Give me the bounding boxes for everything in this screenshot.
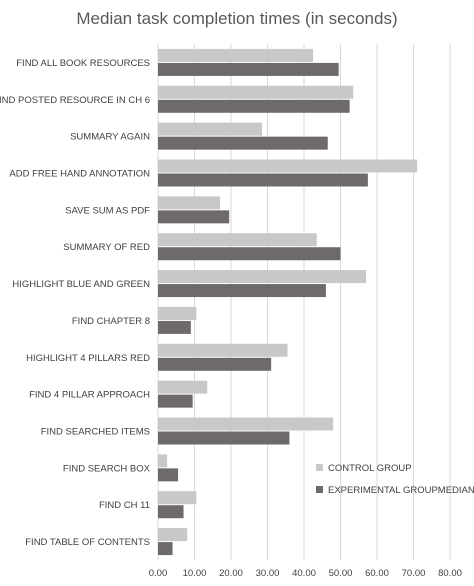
x-tick-label: 70.00 <box>402 568 426 579</box>
category-label: SAVE SUM AS PDF <box>65 205 150 216</box>
category-label: FIND POSTED RESOURCE IN CH 6 <box>0 95 150 106</box>
category-label: FIND CH 11 <box>99 500 150 511</box>
bar-experimental <box>158 542 173 556</box>
category-label: FIND 4 PILLAR APPROACH <box>29 390 150 401</box>
chart-title: Median task completion times (in seconds… <box>76 9 397 28</box>
bar-experimental <box>158 173 368 187</box>
category-label: FIND SEARCH BOX <box>63 463 151 474</box>
x-tick-label: 50.00 <box>329 568 353 579</box>
legend-swatch <box>316 486 323 493</box>
bar-experimental <box>158 284 326 298</box>
bar-control <box>158 343 288 357</box>
bar-experimental <box>158 99 350 113</box>
bar-experimental <box>158 468 179 482</box>
x-tick-label: 30.00 <box>256 568 280 579</box>
bar-control <box>158 528 188 542</box>
bar-control <box>158 270 367 284</box>
bar-control <box>158 48 314 62</box>
category-label: HIGHLIGHT 4 PILLARS RED <box>26 353 150 364</box>
bar-control <box>158 454 168 468</box>
bar-experimental <box>158 62 339 76</box>
bar-experimental <box>158 136 328 150</box>
x-tick-label: 0.00 <box>149 568 168 579</box>
x-tick-label: 20.00 <box>219 568 243 579</box>
x-tick-label: 40.00 <box>292 568 316 579</box>
bar-experimental <box>158 431 290 445</box>
bar-experimental <box>158 357 272 371</box>
bar-control <box>158 491 197 505</box>
x-tick-label: 60.00 <box>365 568 389 579</box>
bars <box>158 48 418 556</box>
bar-control <box>158 417 334 431</box>
legend-label: CONTROL GROUP <box>328 463 412 474</box>
legend-swatch <box>316 464 323 471</box>
category-label: SUMMARY OF RED <box>63 242 150 253</box>
x-tick-label: 10.00 <box>183 568 207 579</box>
bar-experimental <box>158 505 184 519</box>
bar-control <box>158 159 418 173</box>
category-label: FIND ALL BOOK RESOURCES <box>16 58 150 69</box>
bar-experimental <box>158 394 193 408</box>
bar-control <box>158 122 263 136</box>
bar-experimental <box>158 320 191 334</box>
legend-label: EXPERIMENTAL GROUPMEDIAN <box>328 485 474 496</box>
category-label: FIND SEARCHED ITEMS <box>41 427 150 438</box>
bar-control <box>158 85 354 99</box>
bar-experimental <box>158 247 341 261</box>
category-label: FIND TABLE OF CONTENTS <box>25 537 150 548</box>
category-label: SUMMARY AGAIN <box>70 132 150 143</box>
bar-experimental <box>158 210 230 224</box>
bar-control <box>158 306 197 320</box>
category-label: HIGHLIGHT BLUE AND GREEN <box>12 279 150 290</box>
x-tick-label: 80.00 <box>438 568 462 579</box>
legend: CONTROL GROUP EXPERIMENTAL GROUPMEDIAN <box>316 463 474 496</box>
bar-control <box>158 233 317 247</box>
category-labels: FIND ALL BOOK RESOURCES FIND POSTED RESOU… <box>0 58 151 548</box>
category-label: FIND CHAPTER 8 <box>72 316 150 327</box>
bar-control <box>158 196 221 210</box>
bar-control <box>158 380 208 394</box>
category-label: ADD FREE HAND ANNOTATION <box>9 169 150 180</box>
x-tick-labels: 0.00 10.00 20.00 30.00 40.00 50.00 60.00 70.00 8… <box>149 568 462 579</box>
